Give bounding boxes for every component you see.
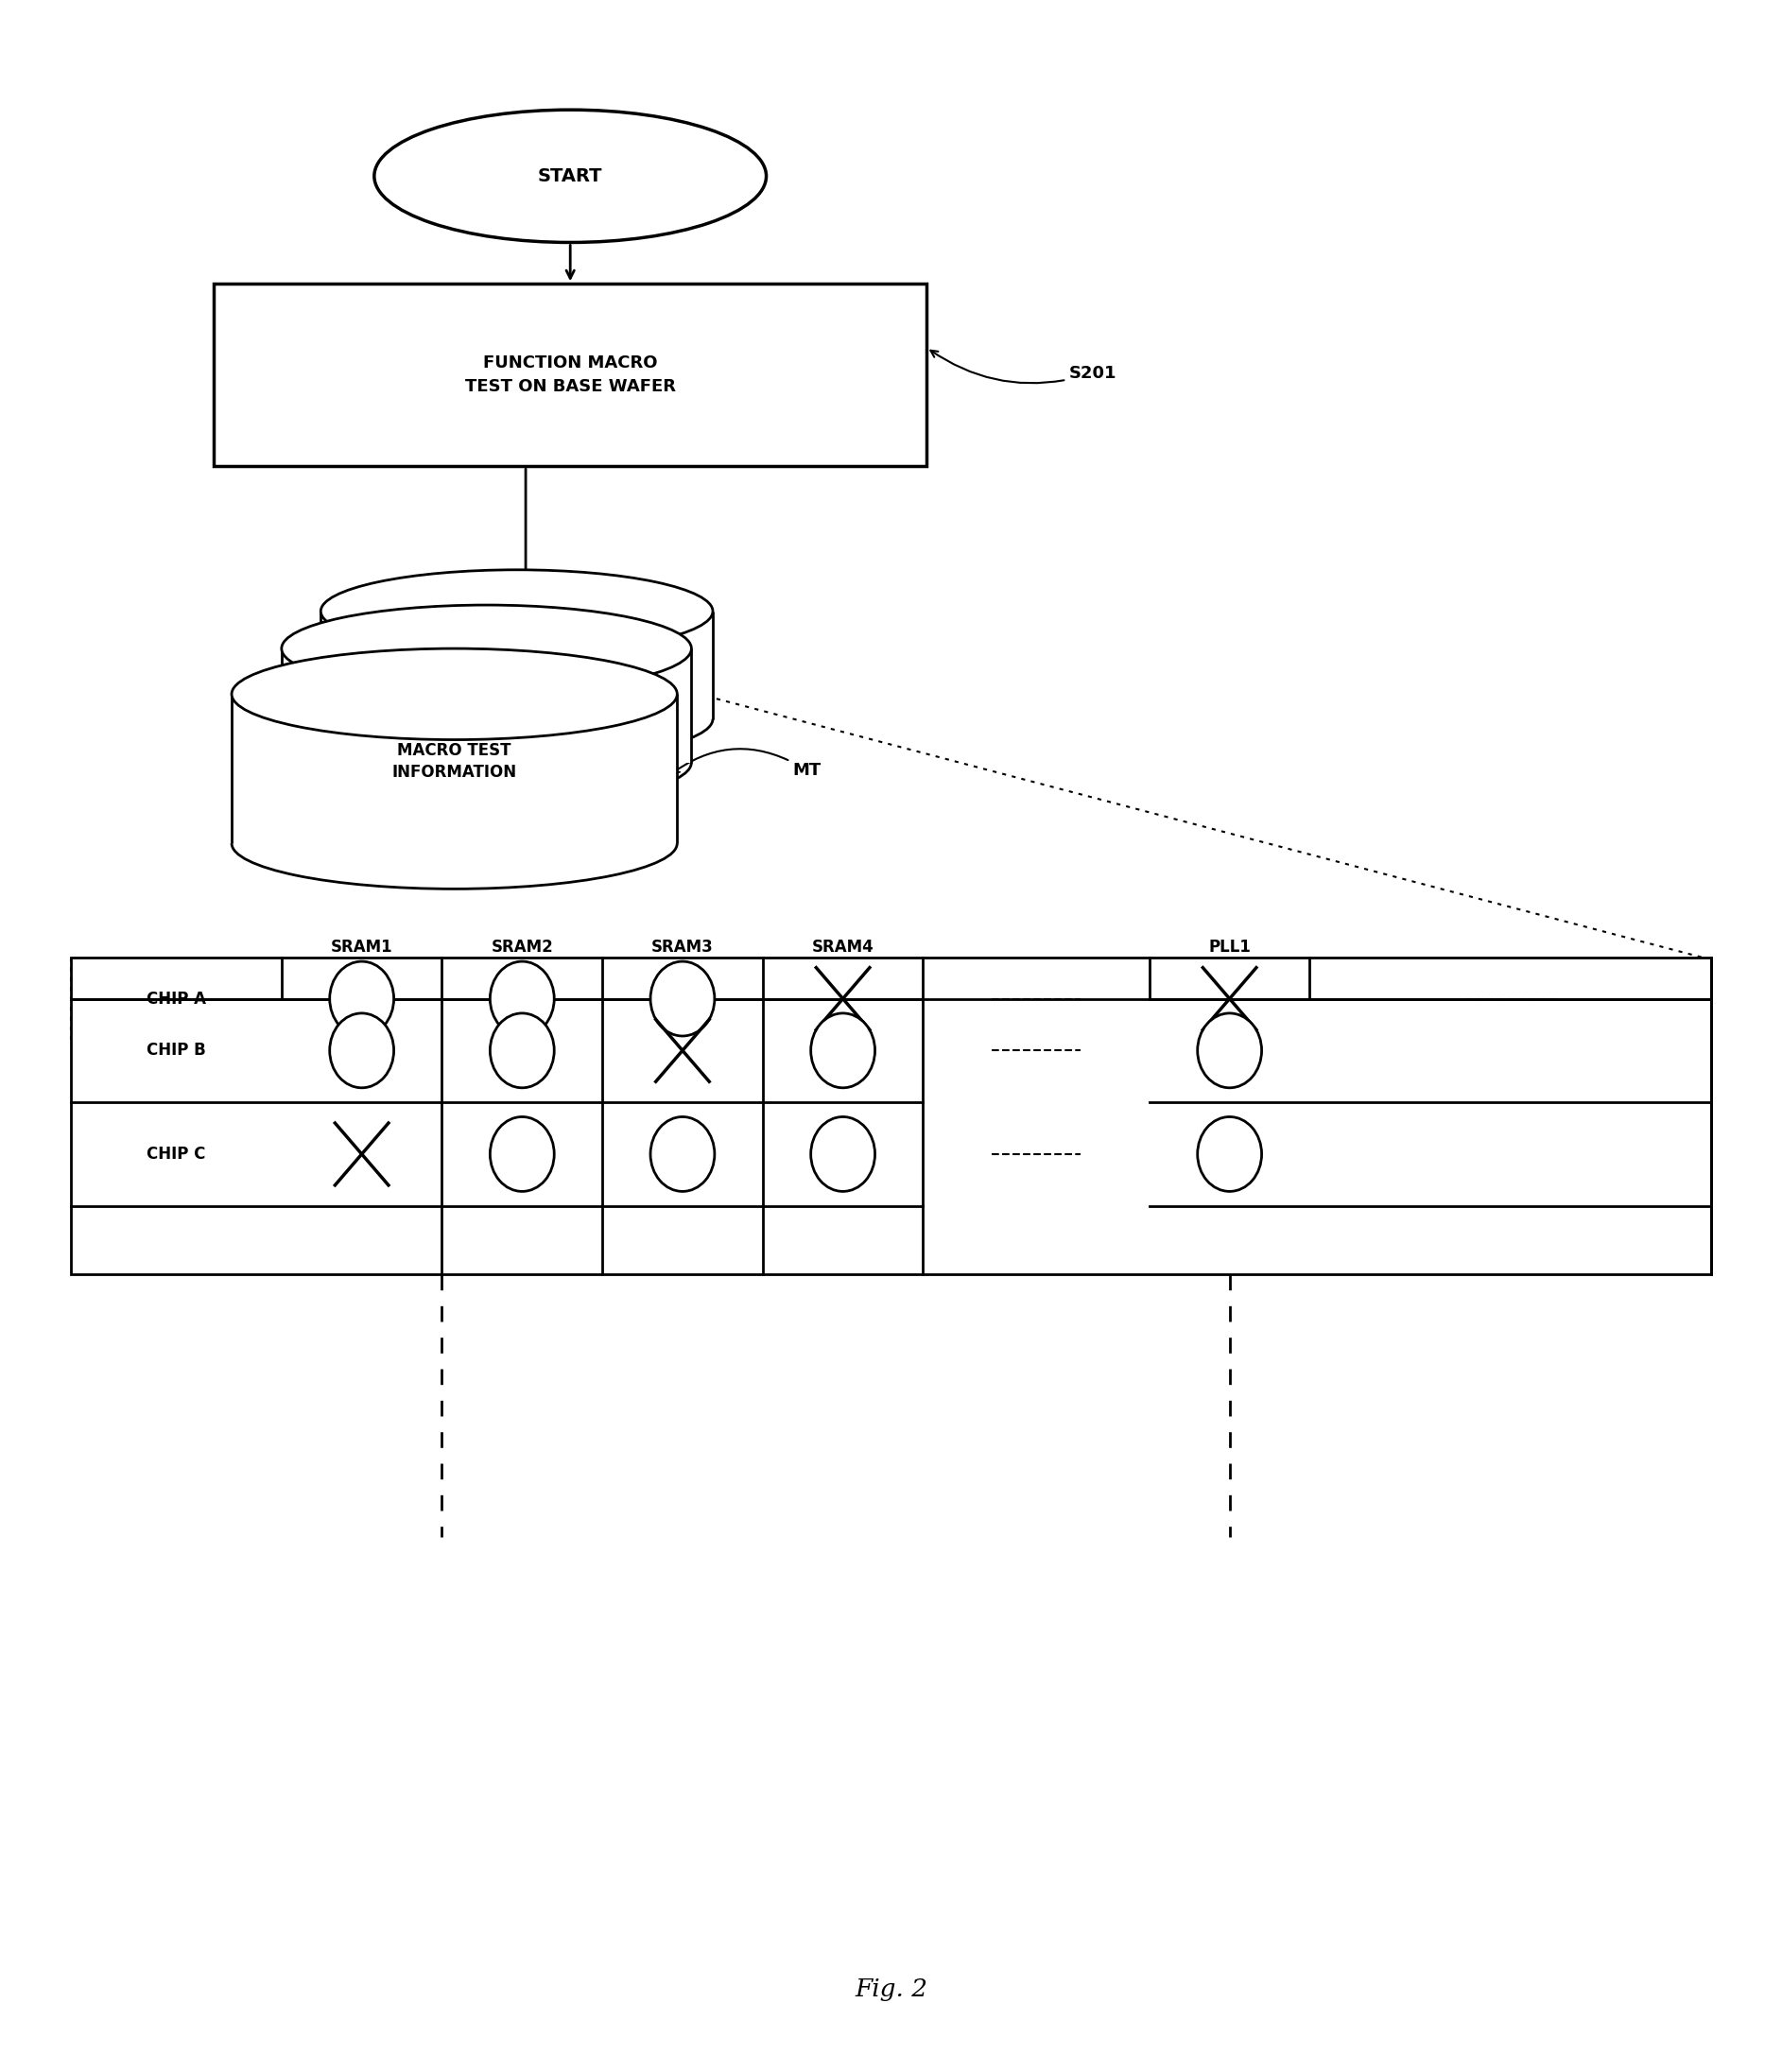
- Bar: [214, 284, 927, 466]
- Ellipse shape: [321, 570, 713, 653]
- Circle shape: [1198, 1013, 1262, 1088]
- Text: PLL1: PLL1: [1208, 939, 1251, 955]
- Text: CHIP C: CHIP C: [146, 1146, 207, 1162]
- Text: MT: MT: [672, 748, 822, 779]
- Text: SRAM1: SRAM1: [331, 939, 392, 955]
- Circle shape: [490, 1117, 554, 1191]
- Circle shape: [811, 1117, 875, 1191]
- Text: MACRO TEST
INFORMATION: MACRO TEST INFORMATION: [392, 742, 517, 781]
- Circle shape: [1198, 1117, 1262, 1191]
- Circle shape: [330, 961, 394, 1036]
- Bar: [282, 649, 691, 762]
- Ellipse shape: [232, 649, 677, 740]
- Bar: [71, 957, 1711, 1274]
- Text: SRAM4: SRAM4: [813, 939, 873, 955]
- Text: SRAM3: SRAM3: [652, 939, 713, 955]
- Circle shape: [650, 961, 715, 1036]
- Text: CHIP A: CHIP A: [146, 990, 207, 1007]
- Circle shape: [811, 1013, 875, 1088]
- Text: CHIP B: CHIP B: [146, 1042, 207, 1059]
- Text: Fig. 2: Fig. 2: [855, 1977, 927, 2002]
- Bar: [321, 611, 713, 719]
- Text: FUNCTION MACRO
TEST ON BASE WAFER: FUNCTION MACRO TEST ON BASE WAFER: [465, 354, 675, 396]
- Circle shape: [490, 1013, 554, 1088]
- Circle shape: [490, 961, 554, 1036]
- Text: START: START: [538, 168, 602, 184]
- Ellipse shape: [374, 110, 766, 242]
- Text: S201: S201: [930, 350, 1117, 383]
- Circle shape: [330, 1013, 394, 1088]
- Text: SRAM2: SRAM2: [492, 939, 552, 955]
- Circle shape: [650, 1117, 715, 1191]
- Ellipse shape: [282, 605, 691, 692]
- Bar: [232, 694, 677, 843]
